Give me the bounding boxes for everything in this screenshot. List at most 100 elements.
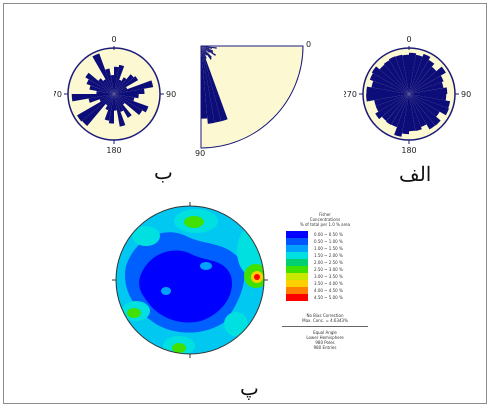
rose-petal (114, 94, 139, 99)
legend-poles: 980 Poles (315, 340, 335, 345)
rose-petal (103, 79, 114, 94)
quarter-rose-petal (201, 46, 214, 53)
quarter-rose-petal (201, 46, 208, 47)
legend-swatch (286, 273, 308, 280)
rose-petal (402, 54, 409, 94)
rose-petal (76, 94, 114, 122)
rose-petal (114, 94, 125, 105)
legend-row: 3.50 ~ 4.00 % (286, 280, 374, 287)
rose-petal (385, 94, 409, 126)
stereonet-legend: Fisher Concentrations % of total per 1.0… (276, 212, 374, 350)
rose-left-tick-270: 270 (54, 90, 62, 99)
legend-range-label: 4.50 ~ 5.00 % (314, 295, 343, 300)
rose-petal (409, 94, 427, 127)
quarter-rose-petal (201, 46, 213, 52)
legend-subtitle: Concentrations (309, 217, 341, 222)
quarter-rose-petal (201, 46, 228, 122)
legend-row: 4.50 ~ 5.00 % (286, 294, 374, 301)
quarter-rose-petal (201, 46, 208, 119)
rose-right-petals (366, 52, 451, 137)
quarter-rose-petal (201, 46, 210, 53)
legend-swatch (286, 238, 308, 245)
rose-petal (85, 72, 114, 94)
rose-petal (371, 80, 409, 94)
rose-right-tick-180: 180 (401, 146, 416, 155)
rose-petal (114, 74, 134, 94)
legend-row: 3.00 ~ 3.50 % (286, 273, 374, 280)
legend-range-label: 2.50 ~ 3.00 % (314, 267, 343, 272)
legend-range-label: 1.00 ~ 1.50 % (314, 246, 343, 251)
quarter-rose-petal (201, 46, 206, 55)
rose-right-tick-270: 270 (344, 90, 357, 99)
rose-petal (114, 94, 124, 112)
legend-row: 1.00 ~ 1.50 % (286, 245, 374, 252)
rose-petal (105, 94, 114, 111)
rose-diagram-left: 0 90 180 270 (54, 35, 176, 155)
rose-petal (114, 94, 126, 127)
rose-petal (409, 53, 431, 94)
rose-petal (99, 94, 114, 102)
quarter-tick-0: 0 (306, 40, 311, 49)
rose-petal (110, 75, 114, 94)
legend-swatch (286, 231, 308, 238)
legend-color-scale: 0.00 ~ 0.50 % 0.50 ~ 1.00 % 1.00 ~ 1.50 % 1… (286, 231, 374, 301)
legend-range-label: 1.50 ~ 2.00 % (314, 253, 343, 258)
rose-petal (114, 94, 117, 111)
rose-petal (114, 94, 149, 113)
legend-swatch (286, 266, 308, 273)
legend-range-label: 3.00 ~ 3.50 % (314, 274, 343, 279)
rose-petal (409, 94, 441, 126)
legend-bias: No Bias Correction (306, 313, 344, 318)
rose-petal (374, 94, 409, 107)
legend-range-label: 4.00 ~ 4.50 % (314, 288, 343, 293)
legend-max-conc: Max. Conc. = 4.6343% (302, 318, 348, 323)
rose-petal (402, 94, 409, 135)
stereonet-contour-fill (116, 206, 264, 354)
rose-petal (82, 94, 114, 126)
rose-diagram-quarter: 0 90 (195, 40, 311, 158)
quarter-rose-petal (201, 46, 213, 49)
rose-petal (114, 80, 154, 94)
legend-projection: Equal Angle (313, 330, 337, 335)
rose-left-tick-90: 90 (166, 90, 176, 99)
quarter-rose-petal (201, 46, 212, 58)
legend-swatch (286, 287, 308, 294)
figure-label-b: ب (154, 160, 173, 184)
rose-petal (391, 94, 409, 128)
rose-petal (86, 79, 114, 94)
legend-swatch (286, 252, 308, 259)
rose-petal (114, 66, 119, 94)
legend-range-label: 0.00 ~ 0.50 % (314, 232, 343, 237)
rose-petal (409, 52, 417, 94)
rose-petal (96, 90, 114, 94)
rose-petal (409, 87, 448, 94)
legend-swatch (286, 245, 308, 252)
legend-row: 4.00 ~ 4.50 % (286, 287, 374, 294)
rose-left-petals (71, 53, 154, 127)
rose-right-tick-90: 90 (461, 90, 471, 99)
legend-row: 2.50 ~ 3.00 % (286, 266, 374, 273)
legend-swatch (286, 280, 308, 287)
rose-petal (114, 86, 128, 94)
rose-petal (381, 94, 409, 122)
rose-petal (114, 94, 132, 118)
legend-row: 0.00 ~ 0.50 % (286, 231, 374, 238)
legend-divider (282, 326, 368, 327)
rose-petal (409, 94, 416, 132)
quarter-rose-sector (200, 45, 304, 149)
rose-petal (395, 54, 409, 94)
stereonet-contour (112, 202, 268, 358)
quarter-rose-petal (201, 46, 207, 51)
rose-petal (92, 53, 114, 94)
rose-quarter-petals (201, 46, 228, 124)
rose-petal (388, 56, 409, 94)
rose-petal (409, 94, 422, 131)
figure-frame: 0 90 180 270 0 90 0 90 180 270 ب الف (3, 3, 487, 404)
rose-petal (114, 94, 143, 115)
legend-range-label: 3.50 ~ 4.00 % (314, 281, 343, 286)
legend-range-label: 0.50 ~ 1.00 % (314, 239, 343, 244)
quarter-rose-petal (201, 46, 222, 123)
rose-petal (409, 66, 437, 94)
legend-swatch (286, 259, 308, 266)
quarter-tick-90: 90 (195, 149, 205, 158)
